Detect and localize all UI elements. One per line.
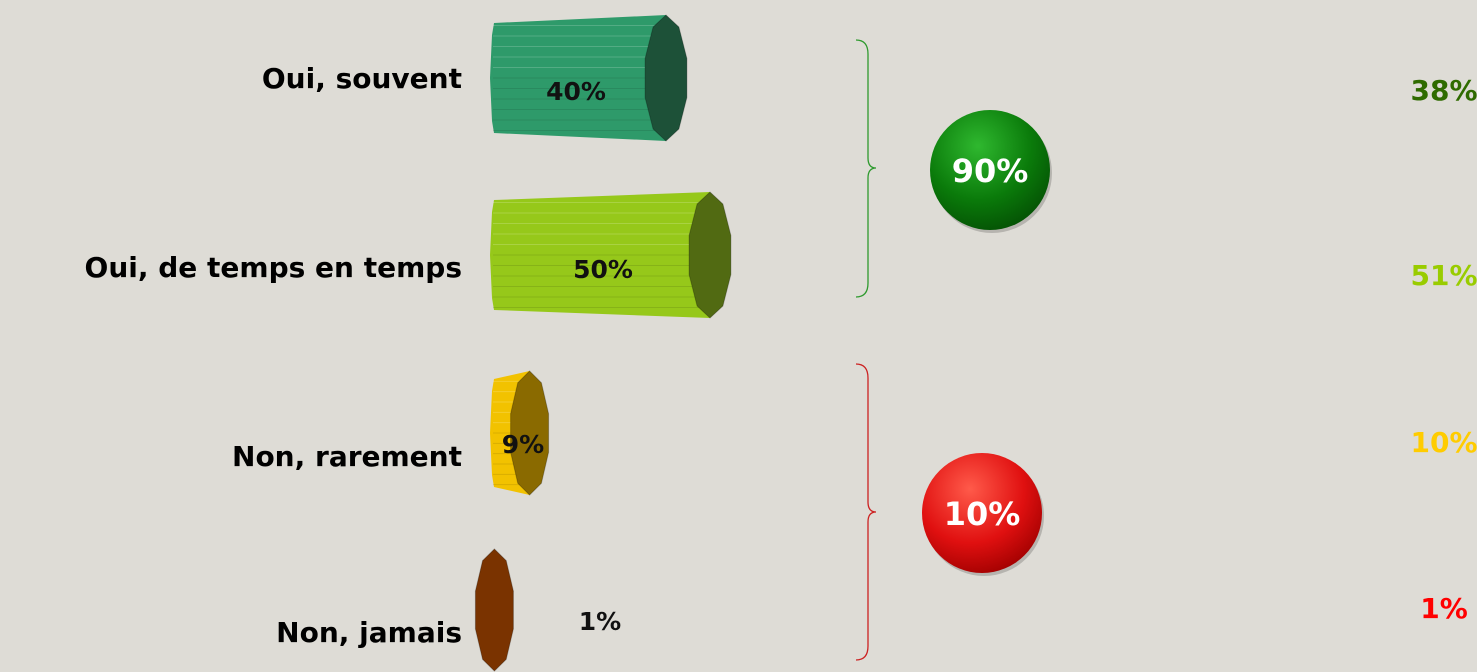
bar-cap: [644, 14, 688, 142]
value-label: 1%: [579, 607, 621, 636]
bar-cap: [510, 370, 550, 496]
category-label: Oui, souvent: [262, 62, 462, 95]
comparison-label: 1%: [1420, 592, 1468, 625]
group-circle: [930, 110, 1050, 230]
value-label: 50%: [573, 255, 633, 284]
groups-layer: 90% 10%: [855, 39, 1052, 661]
category-label: Oui, de temps en temps: [85, 251, 462, 284]
bar-body: [490, 15, 666, 141]
bar-3: [474, 548, 514, 672]
category-label: Non, jamais: [276, 616, 462, 649]
group-label: 90%: [952, 152, 1029, 190]
group-label: 10%: [944, 495, 1021, 533]
group-brace: [855, 363, 877, 661]
bar-0: [490, 14, 688, 142]
comparison-label: 10%: [1410, 426, 1477, 459]
bar-2: [490, 370, 550, 496]
bars-layer: [474, 14, 732, 672]
group-brace: [855, 39, 877, 298]
category-label: Non, rarement: [232, 440, 462, 473]
bar-cap: [474, 548, 514, 672]
value-label: 9%: [502, 430, 544, 459]
value-label: 40%: [546, 77, 606, 106]
group-circle: [922, 453, 1042, 573]
comparison-label: 51%: [1410, 259, 1477, 292]
labels-layer: Oui, souvent Oui, de temps en temps Non, r…: [85, 62, 1477, 649]
comparison-label: 38%: [1410, 74, 1477, 107]
bar-body: [490, 192, 710, 318]
bar-cap: [688, 191, 732, 319]
bar-1: [490, 191, 732, 319]
